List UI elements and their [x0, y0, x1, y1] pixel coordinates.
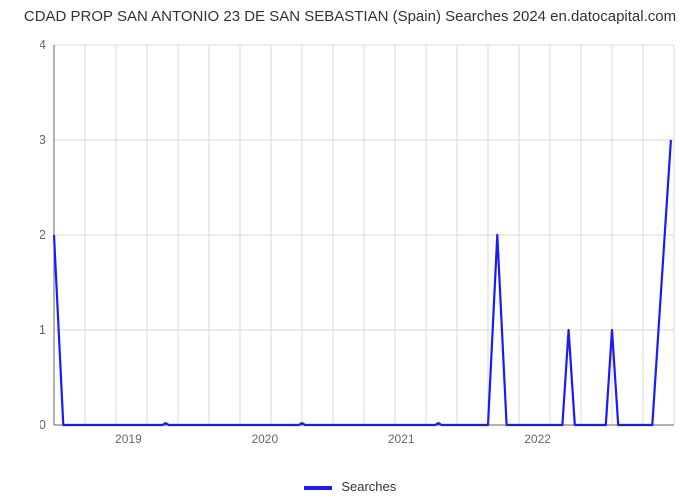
svg-text:2019: 2019: [115, 432, 142, 445]
svg-text:2021: 2021: [388, 432, 415, 445]
svg-text:0: 0: [40, 417, 46, 432]
chart-title: CDAD PROP SAN ANTONIO 23 DE SAN SEBASTIA…: [0, 0, 700, 25]
svg-text:4: 4: [40, 37, 46, 52]
svg-text:2022: 2022: [524, 432, 551, 445]
svg-text:1: 1: [40, 322, 46, 337]
svg-text:2020: 2020: [251, 432, 278, 445]
svg-text:2: 2: [40, 227, 46, 242]
line-chart-svg: 012342019202020212022794710: [40, 35, 680, 445]
legend-swatch: [304, 486, 332, 490]
svg-text:3: 3: [40, 132, 46, 147]
legend-label: Searches: [341, 479, 396, 494]
legend: Searches: [0, 479, 700, 494]
chart-area: 012342019202020212022794710: [40, 35, 680, 435]
